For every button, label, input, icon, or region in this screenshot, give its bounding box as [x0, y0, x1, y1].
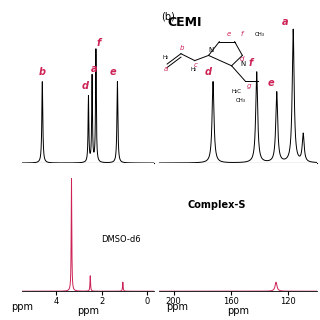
Text: b: b [39, 67, 46, 77]
Text: f: f [96, 37, 100, 48]
Text: ppm: ppm [11, 302, 33, 312]
X-axis label: ppm: ppm [77, 306, 99, 316]
Text: a: a [282, 17, 289, 27]
Text: Complex-S: Complex-S [188, 200, 246, 210]
Text: f: f [249, 58, 253, 68]
Text: DMSO-d6: DMSO-d6 [101, 236, 141, 244]
Text: e: e [268, 78, 274, 88]
Text: e: e [109, 67, 116, 77]
Text: d: d [204, 67, 212, 77]
Text: (b): (b) [161, 11, 175, 21]
Text: a: a [90, 64, 97, 74]
Text: d: d [82, 81, 89, 92]
X-axis label: ppm: ppm [227, 306, 249, 316]
Text: ppm: ppm [166, 302, 188, 312]
